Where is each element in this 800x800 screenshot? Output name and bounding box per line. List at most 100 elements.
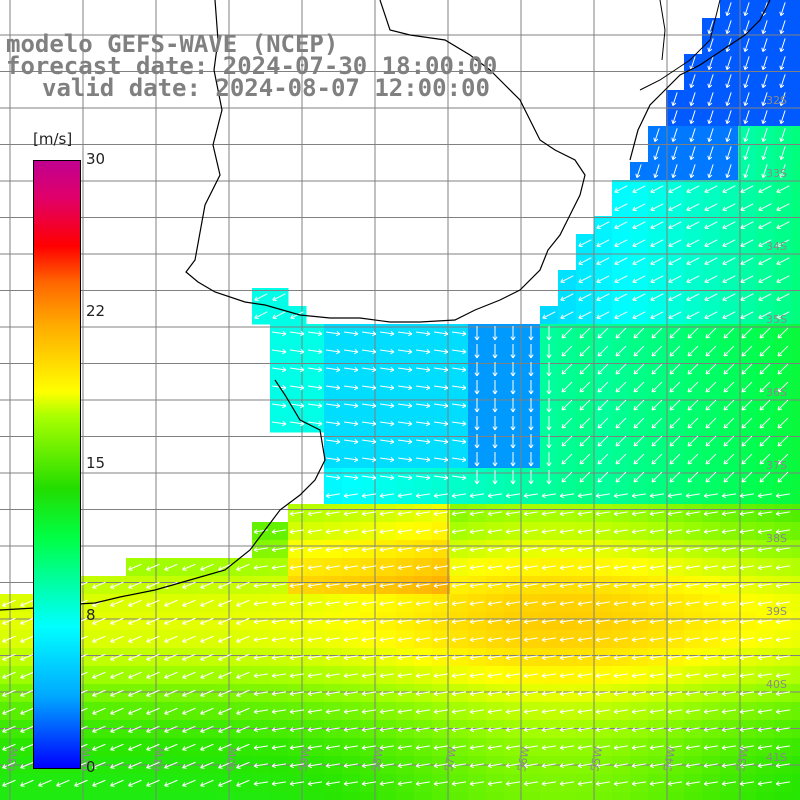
wind-arrow	[528, 452, 534, 467]
wind-arrow	[398, 349, 413, 355]
wind-arrow	[667, 655, 682, 661]
wind-arrow	[613, 655, 628, 661]
wind-arrow	[451, 763, 466, 769]
wind-arrow	[92, 689, 106, 697]
wind-arrow	[92, 779, 106, 787]
wind-arrow	[253, 763, 268, 769]
title-valid-date: valid date: 2024-08-07 12:00:00	[42, 74, 490, 102]
wind-arrow	[703, 529, 718, 535]
wind-arrow	[523, 673, 538, 679]
wind-arrow	[415, 691, 430, 697]
wind-arrow	[182, 689, 196, 697]
wind-arrow	[325, 565, 340, 571]
wind-arrow	[739, 709, 754, 715]
wind-arrow	[92, 671, 106, 679]
wind-arrow	[613, 709, 628, 715]
wind-arrow	[92, 653, 106, 661]
wind-arrow	[725, 2, 732, 17]
wind-speed-cell	[792, 306, 800, 325]
wind-arrow	[146, 779, 160, 787]
wind-arrow	[703, 637, 718, 643]
wind-arrow	[741, 453, 753, 465]
wind-arrow	[632, 257, 646, 266]
wind-arrow	[757, 547, 772, 553]
wind-arrow	[758, 185, 772, 194]
wind-arrow	[757, 511, 772, 517]
wind-speed-cell	[720, 792, 739, 800]
wind-arrow	[200, 743, 214, 751]
wind-arrow	[775, 709, 790, 715]
wind-arrow	[182, 563, 196, 571]
wind-arrow	[434, 349, 449, 355]
wind-arrow	[743, 38, 750, 53]
wind-arrow	[649, 601, 664, 607]
wind-arrow	[651, 345, 663, 357]
wind-arrow	[398, 331, 413, 337]
wind-arrow	[546, 416, 552, 431]
wind-arrow	[686, 203, 700, 212]
wind-arrow	[739, 637, 754, 643]
wind-arrow	[759, 327, 771, 339]
wind-arrow	[613, 781, 628, 787]
wind-arrow	[776, 311, 790, 320]
wind-arrow	[633, 327, 645, 339]
wind-arrow	[671, 92, 678, 107]
wind-arrow	[451, 565, 466, 571]
wind-arrow	[632, 221, 646, 230]
wind-arrow	[668, 185, 682, 194]
wind-arrow	[361, 529, 376, 535]
wind-arrow	[577, 493, 592, 499]
wind-arrow	[723, 381, 735, 393]
wind-arrow	[289, 565, 304, 571]
wind-arrow	[704, 239, 718, 248]
wind-speed-cell	[792, 522, 800, 541]
wind-arrow	[758, 275, 772, 284]
wind-speed-cell	[180, 792, 199, 800]
wind-arrow	[236, 689, 250, 697]
wind-arrow	[739, 673, 754, 679]
wind-arrow	[510, 362, 516, 377]
wind-arrow	[740, 203, 754, 212]
wind-arrow	[469, 727, 484, 733]
wind-speed-cell	[792, 126, 800, 145]
wind-arrow	[743, 56, 750, 71]
wind-arrow	[492, 470, 498, 485]
wind-arrow	[740, 293, 754, 302]
wind-arrow	[416, 385, 431, 391]
wind-arrow	[595, 727, 610, 733]
wind-arrow	[561, 363, 573, 375]
wind-arrow	[505, 745, 520, 751]
wind-arrow	[758, 311, 772, 320]
wind-arrow	[667, 547, 682, 553]
wind-arrow	[164, 599, 178, 607]
longitude-label: 59W	[296, 746, 313, 773]
wind-speed-cell	[360, 792, 379, 800]
wind-arrow	[398, 367, 413, 373]
wind-arrow	[271, 745, 286, 751]
wind-arrow	[559, 763, 574, 769]
wind-arrow	[741, 435, 753, 447]
wind-arrow	[777, 399, 789, 411]
wind-arrow	[146, 617, 160, 625]
wind-arrow	[651, 453, 663, 465]
wind-arrow	[777, 363, 789, 375]
wind-arrow	[560, 293, 574, 302]
wind-speed-cell	[792, 720, 800, 739]
wind-arrow	[20, 761, 34, 769]
wind-arrow	[523, 619, 538, 625]
wind-arrow	[452, 421, 467, 427]
wind-arrow	[253, 673, 268, 679]
wind-arrow	[20, 671, 34, 679]
wind-arrow	[343, 511, 358, 517]
wind-arrow	[577, 565, 592, 571]
wind-arrow	[218, 617, 232, 625]
wind-arrow	[577, 763, 592, 769]
wind-arrow	[703, 493, 718, 499]
wind-arrow	[271, 583, 286, 589]
wind-arrow	[146, 635, 160, 643]
wind-arrow	[559, 601, 574, 607]
wind-arrow	[685, 547, 700, 553]
wind-arrow	[128, 635, 142, 643]
wind-arrow	[541, 565, 556, 571]
